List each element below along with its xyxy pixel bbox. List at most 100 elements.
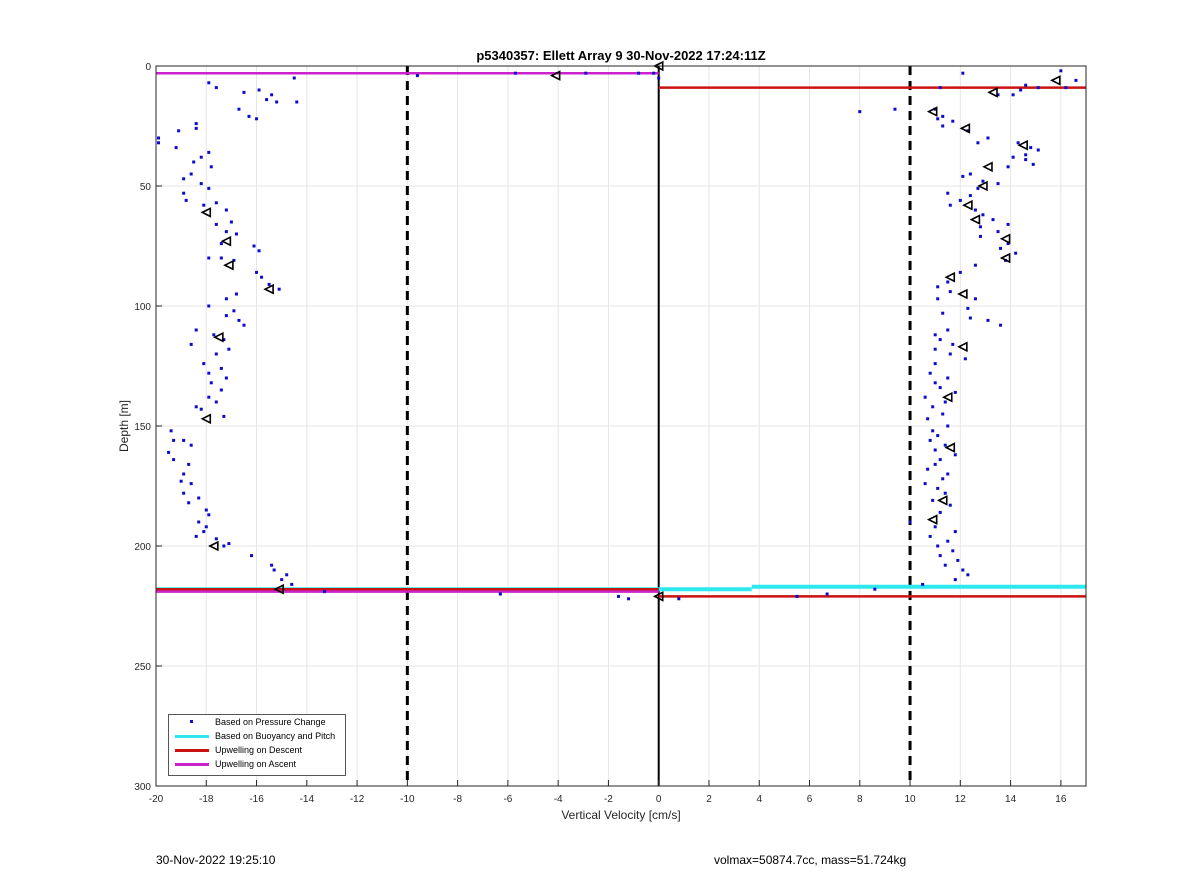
data-point <box>207 186 211 190</box>
data-point <box>172 438 176 442</box>
data-point <box>295 100 299 104</box>
data-point <box>415 74 419 78</box>
data-point <box>933 347 937 351</box>
data-point <box>174 146 178 150</box>
data-point <box>926 417 930 421</box>
data-point <box>933 525 937 529</box>
x-tick-label: 4 <box>756 794 762 805</box>
data-point <box>1024 83 1028 87</box>
series-points <box>157 69 1078 601</box>
data-point <box>322 590 326 594</box>
data-point <box>257 249 261 253</box>
data-point <box>958 270 962 274</box>
data-point <box>946 376 950 380</box>
data-point <box>996 93 1000 97</box>
data-point <box>968 316 972 320</box>
data-point <box>224 208 228 212</box>
data-point <box>963 357 967 361</box>
triangle-marker <box>263 283 274 295</box>
data-point <box>1006 222 1010 226</box>
data-point <box>1016 141 1020 145</box>
x-tick-label: -14 <box>300 794 315 805</box>
data-point <box>219 242 223 246</box>
data-point <box>214 537 218 541</box>
data-point <box>189 172 193 176</box>
data-point <box>234 232 238 236</box>
data-point <box>943 563 947 567</box>
triangle-marker <box>944 442 956 453</box>
data-point <box>926 467 930 471</box>
data-point <box>227 542 231 546</box>
triangle-marker <box>652 591 664 602</box>
data-point <box>197 496 201 500</box>
data-point <box>290 582 294 586</box>
data-point <box>956 558 960 562</box>
data-point <box>513 71 517 75</box>
data-point <box>224 297 228 301</box>
x-tick-label: 0 <box>656 794 662 805</box>
x-tick-label: -10 <box>400 794 415 805</box>
data-point <box>275 100 279 104</box>
data-point <box>270 93 274 97</box>
triangle-marker <box>200 207 212 218</box>
chart-title: p5340357: Ellett Array 9 30-Nov-2022 17:… <box>476 48 765 63</box>
data-point <box>219 366 223 370</box>
data-point <box>1006 242 1010 246</box>
data-point <box>207 395 211 399</box>
data-point <box>229 220 233 224</box>
data-point <box>272 568 276 572</box>
data-point <box>961 71 965 75</box>
data-point <box>182 177 186 181</box>
data-point <box>584 71 588 75</box>
data-point <box>209 165 213 169</box>
y-tick-label: 100 <box>134 302 151 313</box>
data-point <box>973 263 977 267</box>
data-point <box>951 549 955 553</box>
data-point <box>948 352 952 356</box>
data-point <box>657 76 661 80</box>
triangle-marker <box>982 161 993 173</box>
data-point <box>237 318 241 322</box>
data-point <box>194 328 198 332</box>
data-point <box>968 194 972 198</box>
data-point <box>1029 146 1033 150</box>
data-point <box>187 462 191 466</box>
data-point <box>255 270 259 274</box>
data-point <box>182 472 186 476</box>
y-tick-label: 250 <box>134 662 151 673</box>
data-point <box>202 530 206 534</box>
reference-lines <box>405 66 912 786</box>
data-point <box>936 544 940 548</box>
data-point <box>189 443 193 447</box>
data-point <box>498 592 502 596</box>
data-point <box>260 275 264 279</box>
triangle-marker <box>208 540 219 552</box>
data-point <box>928 371 932 375</box>
x-tick-label: 8 <box>857 794 863 805</box>
legend-item-buoyancy: Based on Buoyancy and Pitch <box>169 729 345 743</box>
data-point <box>976 141 980 145</box>
data-point <box>242 90 246 94</box>
data-point <box>936 486 940 490</box>
data-point <box>999 323 1003 327</box>
legend-label: Upwelling on Descent <box>215 745 303 755</box>
data-point <box>923 482 927 486</box>
data-point <box>1006 165 1010 169</box>
data-point <box>1036 86 1040 90</box>
data-point <box>224 314 228 318</box>
data-point <box>222 414 226 418</box>
data-point <box>234 292 238 296</box>
x-tick-label: 6 <box>807 794 813 805</box>
triangle-marker <box>936 495 948 506</box>
data-point <box>207 81 211 85</box>
triangle-marker <box>223 259 234 271</box>
data-point <box>189 342 193 346</box>
data-point <box>938 458 942 462</box>
data-point <box>1074 78 1078 82</box>
data-point <box>953 530 957 534</box>
data-point <box>921 582 925 586</box>
triangle-marker <box>977 180 988 192</box>
data-point <box>941 114 945 118</box>
series-lines <box>156 71 1086 598</box>
data-point <box>1031 162 1035 166</box>
